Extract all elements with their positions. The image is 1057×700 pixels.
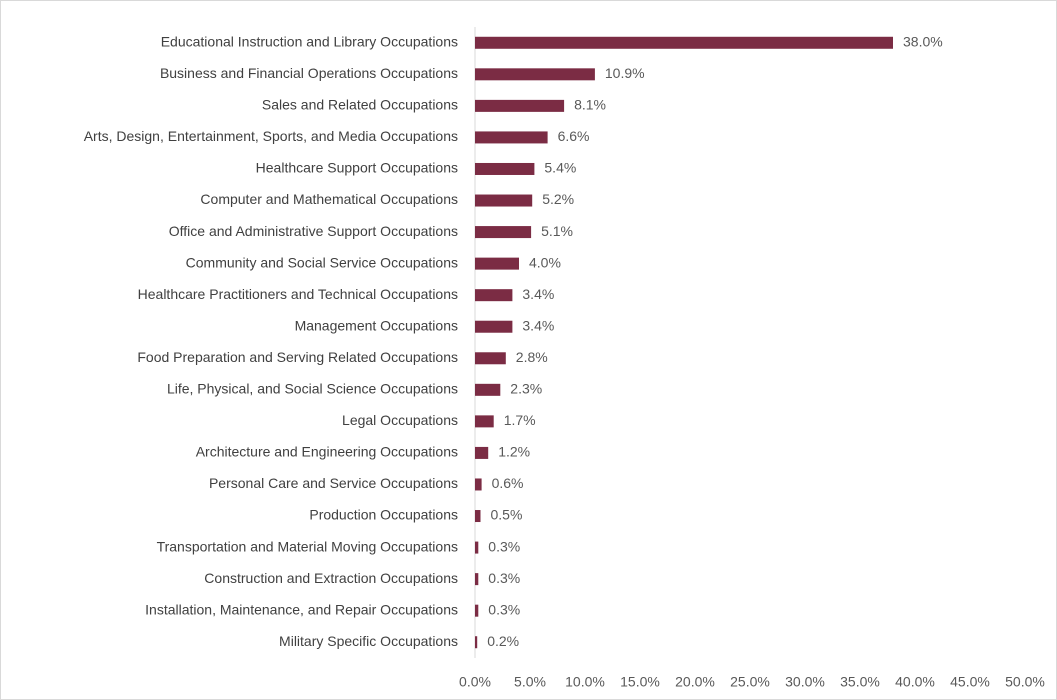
y-tick-label: Personal Care and Service Occupations xyxy=(209,475,458,491)
y-tick-label: Office and Administrative Support Occupa… xyxy=(169,223,458,239)
x-tick-label: 35.0% xyxy=(840,674,880,690)
value-label: 0.6% xyxy=(492,475,524,491)
value-label: 0.3% xyxy=(488,538,520,554)
value-label: 5.2% xyxy=(542,191,574,207)
y-tick-label: Life, Physical, and Social Science Occup… xyxy=(167,381,458,397)
bar xyxy=(475,226,532,239)
bar xyxy=(475,478,482,491)
y-tick-label: Construction and Extraction Occupations xyxy=(204,570,458,586)
y-tick-label: Production Occupations xyxy=(309,507,458,523)
value-label: 10.9% xyxy=(605,65,645,81)
y-tick-label: Food Preparation and Serving Related Occ… xyxy=(137,349,458,365)
y-tick-label: Legal Occupations xyxy=(342,412,458,428)
y-tick-label: Arts, Design, Entertainment, Sports, and… xyxy=(84,128,458,144)
x-tick-label: 5.0% xyxy=(514,674,546,690)
value-label: 8.1% xyxy=(574,97,606,113)
y-tick-label: Healthcare Practitioners and Technical O… xyxy=(138,286,458,302)
value-label: 0.3% xyxy=(488,601,520,617)
bar xyxy=(475,320,513,333)
bar xyxy=(475,194,533,207)
bar xyxy=(475,446,489,459)
value-label: 2.3% xyxy=(510,381,542,397)
x-tick-label: 40.0% xyxy=(895,674,935,690)
bar xyxy=(475,383,501,396)
y-tick-label: Installation, Maintenance, and Repair Oc… xyxy=(145,601,458,617)
x-tick-label: 45.0% xyxy=(950,674,990,690)
bar xyxy=(475,99,565,112)
value-label: 1.2% xyxy=(498,444,530,460)
bar xyxy=(475,573,479,586)
bar xyxy=(475,162,535,175)
bar xyxy=(475,289,513,302)
y-tick-label: Military Specific Occupations xyxy=(279,633,458,649)
bar xyxy=(475,352,506,365)
value-label: 0.5% xyxy=(491,507,523,523)
bar xyxy=(475,636,478,649)
y-tick-label: Management Occupations xyxy=(295,317,458,333)
value-label: 38.0% xyxy=(903,33,943,49)
x-tick-label: 15.0% xyxy=(620,674,660,690)
bar xyxy=(475,131,548,144)
bar xyxy=(475,541,479,554)
y-tick-label: Healthcare Support Occupations xyxy=(256,160,458,176)
bar xyxy=(475,68,595,81)
value-label: 2.8% xyxy=(516,349,548,365)
y-tick-label: Educational Instruction and Library Occu… xyxy=(161,33,458,49)
y-tick-label: Business and Financial Operations Occupa… xyxy=(160,65,458,81)
value-label: 1.7% xyxy=(504,412,536,428)
x-tick-label: 30.0% xyxy=(785,674,825,690)
y-tick-label: Sales and Related Occupations xyxy=(262,97,458,113)
y-tick-label: Architecture and Engineering Occupations xyxy=(196,444,458,460)
x-tick-label: 50.0% xyxy=(1005,674,1045,690)
value-label: 4.0% xyxy=(529,254,561,270)
bar xyxy=(475,604,479,617)
value-label: 0.2% xyxy=(487,633,519,649)
x-tick-label: 25.0% xyxy=(730,674,770,690)
value-label: 0.3% xyxy=(488,570,520,586)
value-label: 5.4% xyxy=(544,160,576,176)
y-tick-label: Transportation and Material Moving Occup… xyxy=(157,538,458,554)
value-label: 3.4% xyxy=(522,286,554,302)
x-tick-label: 10.0% xyxy=(565,674,605,690)
value-label: 3.4% xyxy=(522,317,554,333)
bar xyxy=(475,510,481,523)
value-label: 5.1% xyxy=(541,223,573,239)
x-tick-label: 0.0% xyxy=(459,674,491,690)
y-tick-label: Computer and Mathematical Occupations xyxy=(200,191,458,207)
value-label: 6.6% xyxy=(558,128,590,144)
y-tick-label: Community and Social Service Occupations xyxy=(186,254,458,270)
bar xyxy=(475,415,494,428)
bar xyxy=(475,36,893,49)
x-tick-label: 20.0% xyxy=(675,674,715,690)
bar xyxy=(475,257,519,270)
